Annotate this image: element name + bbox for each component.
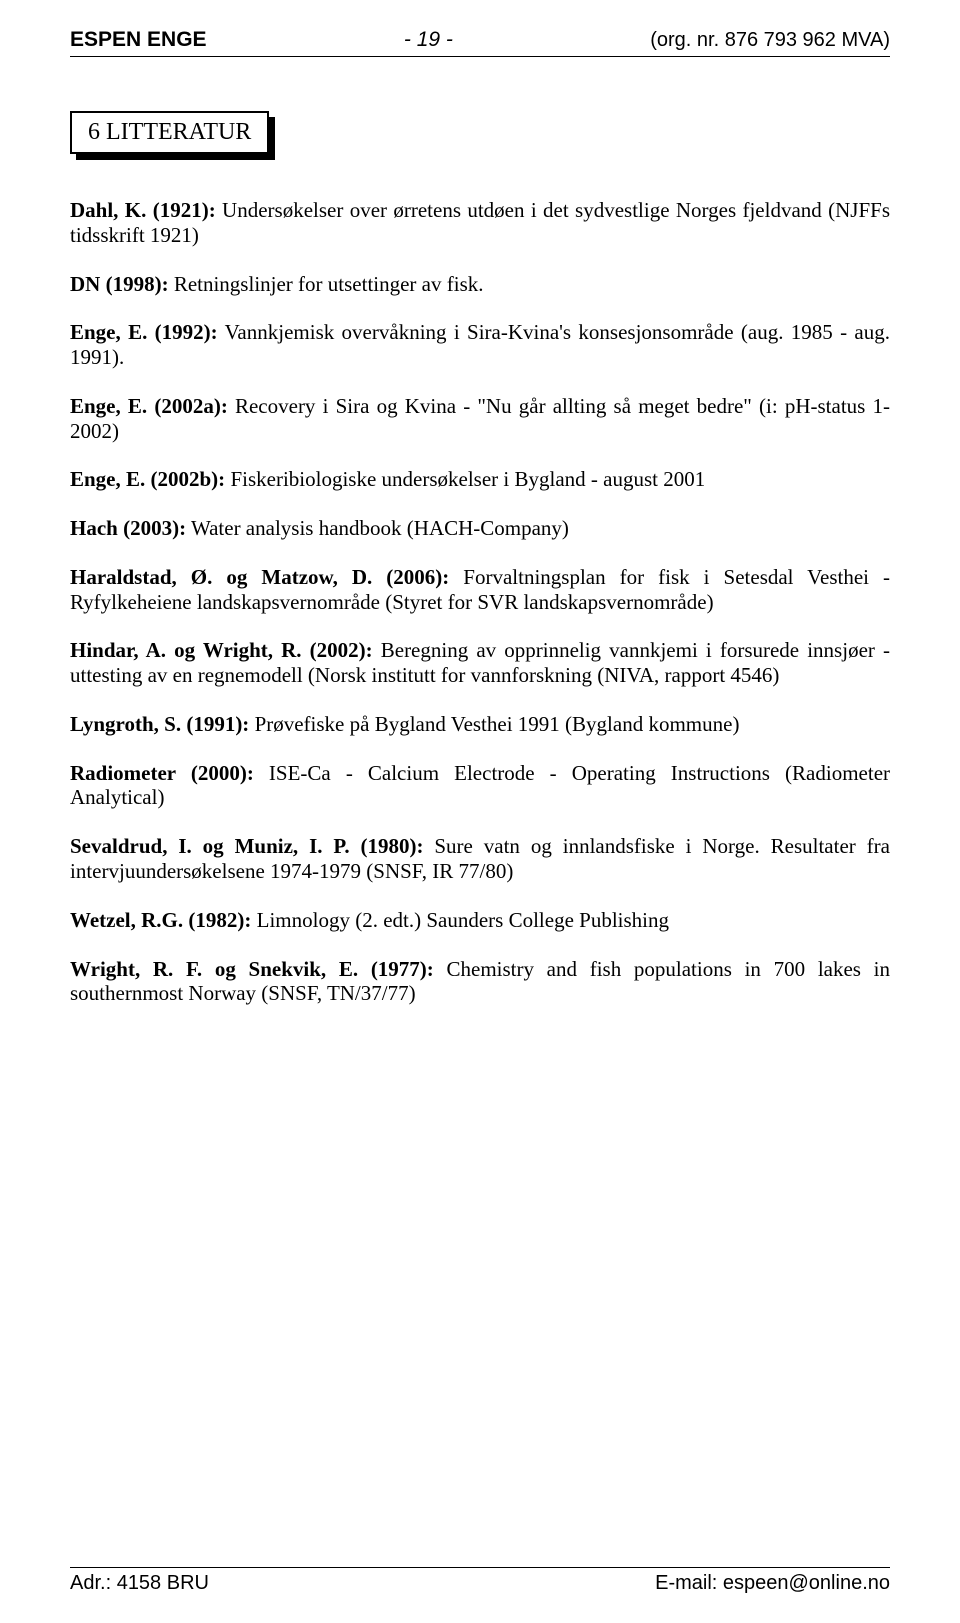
reference-item: Enge, E. (2002b): Fiskeribiologiske unde… [70,467,890,492]
reference-author: DN (1998): [70,272,169,296]
references-list: Dahl, K. (1921): Undersøkelser over ørre… [70,198,890,1006]
page-header: ESPEN ENGE - 19 - (org. nr. 876 793 962 … [70,28,890,52]
reference-text: Water analysis handbook (HACH-Company) [186,516,569,540]
section-heading-container: 6 LITTERATUR [70,111,890,154]
reference-item: Lyngroth, S. (1991): Prøvefiske på Bygla… [70,712,890,737]
reference-text: Retningslinjer for utsettinger av fisk. [169,272,484,296]
page-footer: Adr.: 4158 BRU E-mail: espeen@online.no [70,1567,890,1595]
footer-divider [70,1567,890,1568]
reference-author: Radiometer (2000): [70,761,254,785]
reference-item: Dahl, K. (1921): Undersøkelser over ørre… [70,198,890,248]
footer-email: E-mail: espeen@online.no [655,1572,890,1595]
reference-author: Haraldstad, Ø. og Matzow, D. (2006): [70,565,449,589]
reference-item: Wetzel, R.G. (1982): Limnology (2. edt.)… [70,908,890,933]
reference-author: Sevaldrud, I. og Muniz, I. P. (1980): [70,834,423,858]
reference-item: Hach (2003): Water analysis handbook (HA… [70,516,890,541]
reference-text: Prøvefiske på Bygland Vesthei 1991 (Bygl… [249,712,739,736]
header-left: ESPEN ENGE [70,28,207,52]
reference-text: Limnology (2. edt.) Saunders College Pub… [251,908,669,932]
document-page: ESPEN ENGE - 19 - (org. nr. 876 793 962 … [0,0,960,1623]
reference-item: Hindar, A. og Wright, R. (2002): Beregni… [70,638,890,688]
reference-author: Hindar, A. og Wright, R. (2002): [70,638,373,662]
reference-author: Enge, E. (2002a): [70,394,228,418]
footer-address: Adr.: 4158 BRU [70,1572,209,1595]
reference-author: Hach (2003): [70,516,186,540]
reference-text: Fiskeribiologiske undersøkelser i Byglan… [225,467,705,491]
reference-author: Wetzel, R.G. (1982): [70,908,251,932]
reference-author: Lyngroth, S. (1991): [70,712,249,736]
reference-item: Radiometer (2000): ISE-Ca - Calcium Elec… [70,761,890,811]
reference-item: Sevaldrud, I. og Muniz, I. P. (1980): Su… [70,834,890,884]
reference-item: Wright, R. F. og Snekvik, E. (1977): Che… [70,957,890,1007]
reference-author: Dahl, K. (1921): [70,198,216,222]
reference-item: Haraldstad, Ø. og Matzow, D. (2006): For… [70,565,890,615]
header-right: (org. nr. 876 793 962 MVA) [650,29,890,52]
header-divider [70,56,890,57]
reference-item: Enge, E. (2002a): Recovery i Sira og Kvi… [70,394,890,444]
footer-row: Adr.: 4158 BRU E-mail: espeen@online.no [70,1572,890,1595]
reference-author: Enge, E. (1992): [70,320,218,344]
reference-author: Wright, R. F. og Snekvik, E. (1977): [70,957,434,981]
reference-author: Enge, E. (2002b): [70,467,225,491]
reference-item: Enge, E. (1992): Vannkjemisk overvåkning… [70,320,890,370]
section-heading-box: 6 LITTERATUR [70,111,269,154]
header-page-number: - 19 - [404,28,453,52]
section-title: 6 LITTERATUR [70,111,269,154]
reference-item: DN (1998): Retningslinjer for utsettinge… [70,272,890,297]
